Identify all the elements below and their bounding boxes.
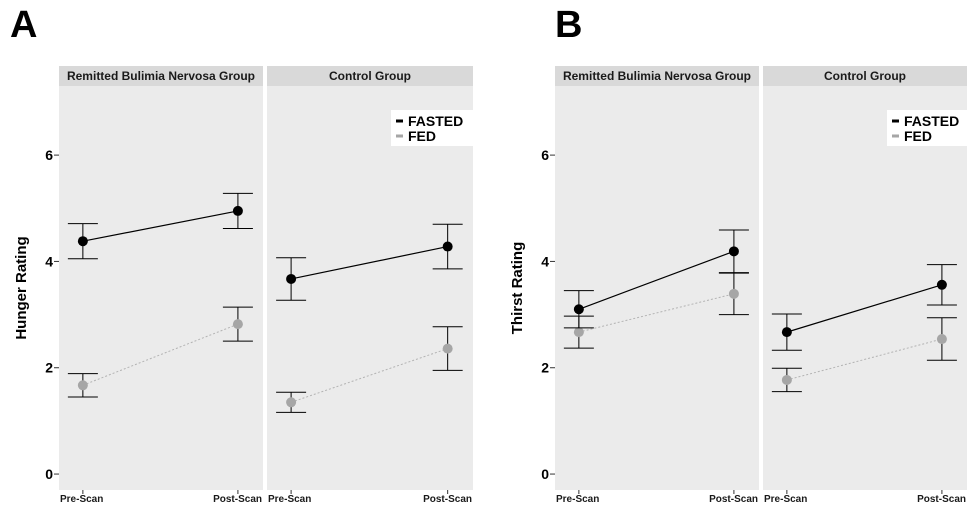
data-point-fasted <box>286 273 297 284</box>
panel-label: A <box>10 4 37 46</box>
x-tick-label: Post-Scan <box>917 494 966 505</box>
legend-label: FASTED <box>904 113 959 129</box>
series-line-fed <box>290 348 448 403</box>
y-axis-title: Thirst Rating <box>509 242 526 335</box>
x-tick-label: Post-Scan <box>213 494 262 505</box>
data-point-fasted <box>442 241 453 252</box>
plot-background <box>59 86 263 490</box>
y-tick-label: 6 <box>45 147 53 163</box>
series-line-fed <box>578 293 735 333</box>
series-line-fed <box>786 338 943 381</box>
y-tick-label: 4 <box>541 253 549 269</box>
data-point-fasted <box>573 304 584 315</box>
y-tick-label: 2 <box>45 360 53 376</box>
legend-key-fasted <box>892 119 899 123</box>
y-tick-label: 6 <box>541 147 549 163</box>
facet-strip-label: Remitted Bulimia Nervosa Group <box>67 69 255 83</box>
facet-strip-label: Remitted Bulimia Nervosa Group <box>563 69 751 83</box>
series-line-fasted <box>82 210 239 242</box>
data-point-fasted <box>232 205 243 216</box>
legend-key-fasted <box>396 119 403 123</box>
plot-background <box>267 86 473 490</box>
data-point-fed <box>442 343 453 354</box>
data-point-fasted <box>781 327 792 338</box>
y-tick-label: 4 <box>45 253 53 269</box>
legend-key-fed <box>892 134 899 138</box>
panel-label: B <box>555 4 582 46</box>
y-axis-title: Hunger Rating <box>13 236 30 339</box>
x-tick-label: Post-Scan <box>423 494 472 505</box>
x-tick-label: Pre-Scan <box>556 494 599 505</box>
series-line-fasted <box>786 284 943 333</box>
facet-strip <box>59 66 263 86</box>
facet-strip <box>763 66 967 86</box>
plot-background <box>763 86 967 490</box>
legend-label: FED <box>408 128 436 144</box>
x-tick-label: Pre-Scan <box>764 494 807 505</box>
facet-strip-label: Control Group <box>824 69 906 83</box>
data-point-fed <box>728 288 739 299</box>
legend-key-fed <box>396 134 403 138</box>
legend-box <box>887 110 967 146</box>
series-line-fasted <box>578 250 735 310</box>
data-point-fed <box>573 327 584 338</box>
data-point-fed <box>781 374 792 385</box>
y-tick-label: 0 <box>541 466 549 482</box>
x-tick-label: Pre-Scan <box>60 494 103 505</box>
data-point-fed <box>77 380 88 391</box>
y-tick-label: 0 <box>45 466 53 482</box>
data-point-fasted <box>936 279 947 290</box>
facet-strip <box>555 66 759 86</box>
legend-label: FED <box>904 128 932 144</box>
plot-background <box>555 86 759 490</box>
series-line-fasted <box>290 245 448 280</box>
legend-label: FASTED <box>408 113 463 129</box>
data-point-fed <box>232 319 243 330</box>
x-tick-label: Pre-Scan <box>268 494 311 505</box>
legend-box <box>391 110 473 146</box>
data-point-fed <box>936 334 947 345</box>
y-tick-label: 2 <box>541 360 549 376</box>
x-tick-label: Post-Scan <box>709 494 758 505</box>
data-point-fed <box>286 397 297 408</box>
data-point-fasted <box>728 246 739 257</box>
data-point-fasted <box>77 236 88 247</box>
facet-strip-label: Control Group <box>329 69 411 83</box>
facet-strip <box>267 66 473 86</box>
